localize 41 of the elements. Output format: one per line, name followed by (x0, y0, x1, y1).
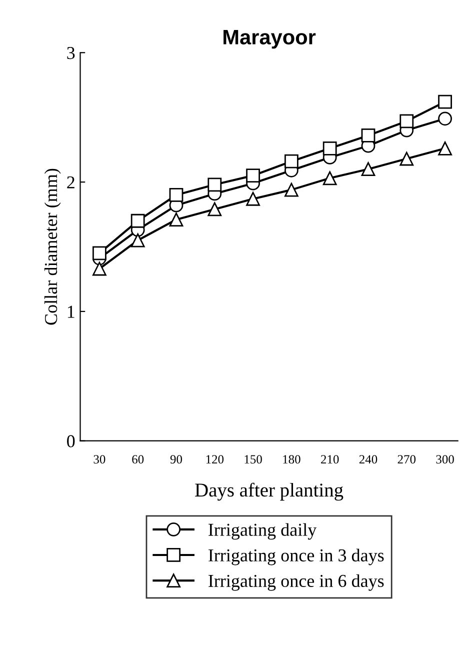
point (208, 202, 222, 216)
x-tick-label: 120 (206, 455, 224, 464)
x-tick-label: 240 (359, 455, 378, 464)
point (400, 114, 414, 128)
point (92, 246, 106, 260)
legend-label: Irrigating once in 3 days (208, 548, 384, 566)
point (361, 128, 376, 142)
chart-title: Marayoor (224, 30, 316, 49)
point (284, 154, 298, 168)
y-tick-label: 3 (67, 46, 75, 60)
point (246, 192, 260, 206)
point (284, 182, 298, 197)
y-tick-label: 2 (67, 176, 74, 188)
x-tick-label: 300 (436, 455, 454, 464)
point (322, 171, 337, 186)
x-tick-label: 30 (94, 455, 106, 464)
point (208, 178, 222, 192)
point (438, 141, 452, 156)
point (400, 152, 414, 166)
x-tick-label: 90 (170, 455, 182, 464)
x-tick-label: 210 (321, 455, 339, 464)
point (130, 233, 145, 248)
y-tick-label: 0 (67, 435, 75, 448)
x-tick-label: 270 (398, 455, 416, 464)
x-tick-label: 150 (244, 455, 262, 464)
legend-label: Irrigating daily (208, 523, 317, 540)
point (361, 162, 376, 176)
point (438, 112, 452, 126)
point (169, 188, 184, 202)
x-axis-title: Days after planting (195, 482, 344, 501)
y-tick-label: 1 (68, 306, 74, 318)
point (130, 214, 145, 228)
y-axis-title: Collar diameter (mm) (44, 168, 61, 325)
point (246, 168, 260, 183)
point (169, 212, 184, 227)
point (438, 94, 452, 109)
point (92, 262, 106, 276)
x-tick-label: 60 (132, 455, 144, 464)
legend-label: Irrigating once in 6 days (208, 574, 384, 591)
x-tick-label: 180 (283, 455, 300, 464)
point (322, 141, 337, 156)
